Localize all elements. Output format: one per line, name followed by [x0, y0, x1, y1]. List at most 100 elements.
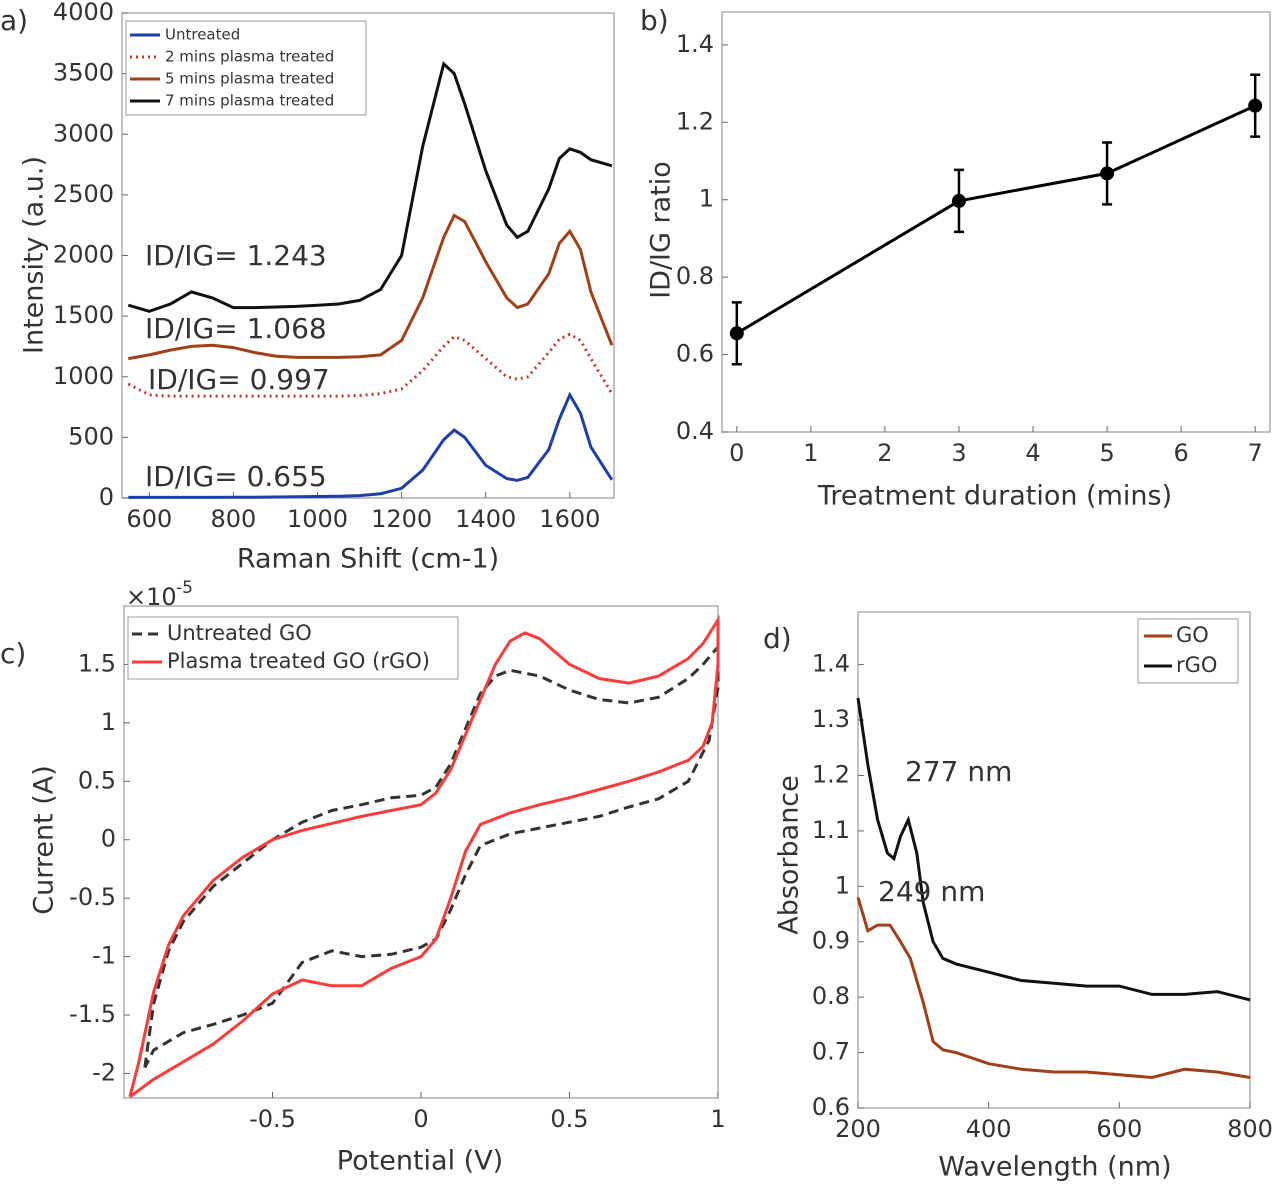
x-tick-label: 1 — [710, 1105, 725, 1133]
y-tick-label: 0.6 — [676, 340, 714, 368]
y-tick-label: 4000 — [53, 0, 114, 26]
data-line — [736, 104, 1256, 335]
x-tick-label: 0 — [729, 439, 744, 467]
y-tick-label: 1 — [835, 871, 850, 899]
data-point — [729, 326, 744, 341]
x-axis-label: Potential (V) — [337, 1146, 503, 1177]
data-point — [1248, 98, 1263, 113]
annotation: ID/IG= 1.068 — [145, 312, 327, 345]
multiplier-exponent: -5 — [176, 578, 193, 598]
y-tick-label: 1.3 — [812, 705, 850, 733]
x-axis-label: Treatment duration (mins) — [817, 481, 1172, 512]
y-tick-label: 0.4 — [676, 417, 714, 445]
data-line — [127, 61, 613, 313]
x-tick-label: 6 — [1173, 439, 1188, 467]
data-line — [127, 332, 614, 398]
x-axis-label: Raman Shift (cm-1) — [237, 544, 499, 575]
y-tick-label: 1.2 — [812, 760, 850, 788]
data-line — [128, 614, 720, 1099]
legend-label: Untreated GO — [167, 621, 312, 645]
y-tick-label: 1.1 — [812, 816, 850, 844]
annotation: ID/IG= 0.997 — [148, 363, 330, 396]
y-axis-label: Current (A) — [29, 765, 60, 915]
panel-label: d) — [763, 622, 792, 655]
y-tick-label: 2500 — [53, 180, 114, 208]
x-tick-label: 1000 — [287, 505, 348, 533]
data-point — [951, 193, 966, 208]
annotation: ID/IG= 1.243 — [145, 239, 327, 272]
y-tick-label: 0.5 — [78, 766, 116, 794]
legend-label: Plasma treated GO (rGO) — [167, 649, 430, 673]
y-tick-label: 0.8 — [812, 982, 850, 1010]
x-tick-label: 0.5 — [550, 1105, 588, 1133]
y-tick-label: 0 — [99, 483, 114, 511]
panel-label: a) — [0, 4, 28, 37]
x-tick-label: 1 — [803, 439, 818, 467]
plot-frame — [721, 11, 1271, 433]
plot-frame — [123, 605, 719, 1099]
y-tick-label: 0.6 — [812, 1093, 850, 1121]
y-axis-label: Intensity (a.u.) — [19, 156, 50, 354]
legend-label: 7 mins plasma treated — [165, 92, 334, 110]
x-tick-label: 1400 — [455, 505, 516, 533]
annotation: 277 nm — [905, 755, 1012, 788]
y-tick-label: 0.7 — [812, 1038, 850, 1066]
data-point — [1100, 166, 1115, 181]
x-tick-label: 4 — [1025, 439, 1040, 467]
x-tick-label: 400 — [966, 1115, 1012, 1143]
x-tick-label: 3 — [951, 439, 966, 467]
panel-label: b) — [640, 4, 669, 37]
y-tick-label: 1.2 — [676, 107, 714, 135]
y-tick-label: -1 — [92, 942, 116, 970]
x-tick-label: 600 — [1096, 1115, 1142, 1143]
multiplier-base: ×10 — [126, 583, 177, 611]
y-axis-label: ID/IG ratio — [646, 161, 677, 299]
y-tick-label: 3500 — [53, 59, 114, 87]
x-tick-label: 7 — [1248, 439, 1263, 467]
legend-label: rGO — [1176, 653, 1217, 677]
annotation: 249 nm — [878, 875, 985, 908]
y-tick-label: -1.5 — [69, 1000, 116, 1028]
legend-label: 2 mins plasma treated — [165, 48, 334, 66]
x-tick-label: 2 — [877, 439, 892, 467]
x-tick-label: 800 — [211, 505, 257, 533]
y-tick-label: 500 — [68, 422, 114, 450]
legend-label: 5 mins plasma treated — [165, 70, 334, 88]
y-tick-label: 0.8 — [676, 262, 714, 290]
legend-label: Untreated — [165, 26, 240, 44]
panel-label: c) — [0, 637, 26, 670]
data-line — [856, 896, 1251, 1080]
x-tick-label: 200 — [835, 1115, 881, 1143]
y-tick-label: 2000 — [53, 241, 114, 269]
annotation: ID/IG= 0.655 — [145, 460, 327, 493]
legend-box — [1137, 618, 1239, 684]
x-tick-label: 1200 — [371, 505, 432, 533]
legend-box — [125, 20, 367, 116]
data-line — [128, 213, 614, 361]
legend-label: GO — [1176, 623, 1209, 647]
x-tick-label: 800 — [1227, 1115, 1273, 1143]
y-tick-label: 1000 — [53, 362, 114, 390]
y-tick-label: -0.5 — [69, 883, 116, 911]
y-axis-label: Absorbance — [774, 775, 805, 935]
data-line — [856, 697, 1251, 1002]
data-line — [128, 391, 614, 499]
data-line — [143, 642, 720, 1069]
y-tick-label: -2 — [92, 1058, 116, 1086]
x-tick-label: 600 — [126, 505, 172, 533]
x-tick-label: 5 — [1099, 439, 1114, 467]
x-tick-label: 1600 — [539, 505, 600, 533]
y-tick-label: 1500 — [53, 301, 114, 329]
legend-box — [127, 616, 459, 680]
x-tick-label: 0 — [413, 1105, 428, 1133]
y-tick-label: 1.4 — [812, 650, 850, 678]
y-tick-label: 0.9 — [812, 927, 850, 955]
x-axis-label: Wavelength (nm) — [938, 1152, 1171, 1183]
x-tick-label: -0.5 — [249, 1105, 296, 1133]
y-tick-label: 1 — [699, 185, 714, 213]
y-tick-label: 1.4 — [676, 30, 714, 58]
plot-frame — [857, 611, 1251, 1109]
y-tick-label: 3000 — [53, 119, 114, 147]
y-tick-label: 0 — [101, 825, 116, 853]
